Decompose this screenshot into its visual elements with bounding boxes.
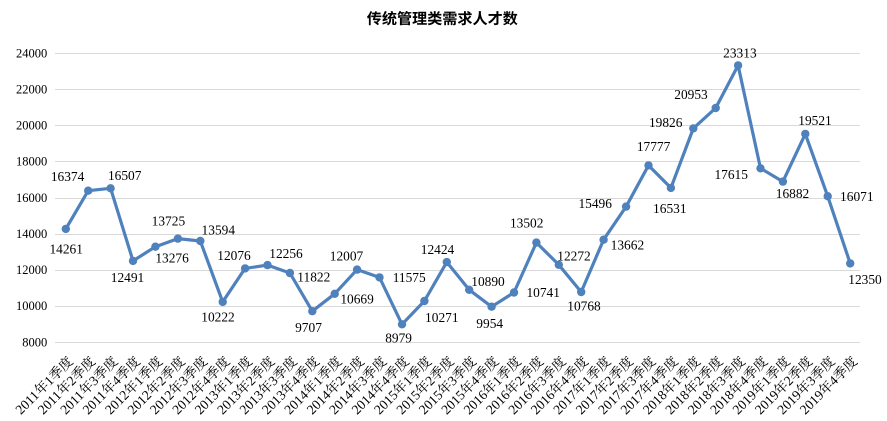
svg-text:9954: 9954 <box>476 316 503 331</box>
svg-text:12491: 12491 <box>111 270 144 285</box>
svg-text:13594: 13594 <box>202 223 236 238</box>
svg-text:16882: 16882 <box>776 186 809 201</box>
svg-text:16507: 16507 <box>108 168 142 183</box>
svg-text:20000: 20000 <box>16 119 47 133</box>
svg-text:14000: 14000 <box>16 227 47 241</box>
svg-text:23313: 23313 <box>723 45 757 60</box>
svg-text:19826: 19826 <box>649 115 683 130</box>
svg-text:12350: 12350 <box>848 272 882 287</box>
svg-text:15496: 15496 <box>578 196 612 211</box>
svg-text:12272: 12272 <box>557 249 590 264</box>
svg-text:10222: 10222 <box>201 309 234 324</box>
svg-text:17615: 17615 <box>714 167 748 182</box>
svg-text:10741: 10741 <box>526 285 559 300</box>
svg-text:13725: 13725 <box>152 214 186 229</box>
svg-text:10669: 10669 <box>340 292 374 307</box>
svg-text:13662: 13662 <box>611 238 644 253</box>
svg-text:16374: 16374 <box>51 169 85 184</box>
svg-text:16000: 16000 <box>16 191 47 205</box>
svg-text:22000: 22000 <box>16 82 47 96</box>
svg-text:20953: 20953 <box>674 87 708 102</box>
svg-text:16071: 16071 <box>840 189 873 204</box>
svg-text:8000: 8000 <box>22 335 47 349</box>
svg-text:16531: 16531 <box>653 201 686 216</box>
svg-text:18000: 18000 <box>16 155 47 169</box>
svg-text:10768: 10768 <box>567 299 601 314</box>
svg-text:13502: 13502 <box>510 216 543 231</box>
svg-text:13276: 13276 <box>155 250 189 265</box>
svg-text:12424: 12424 <box>421 242 455 257</box>
svg-text:10271: 10271 <box>425 310 458 325</box>
svg-text:24000: 24000 <box>16 46 47 60</box>
svg-text:12256: 12256 <box>269 246 303 261</box>
svg-text:10000: 10000 <box>16 299 47 313</box>
svg-text:12000: 12000 <box>16 263 47 277</box>
svg-text:14261: 14261 <box>49 242 82 257</box>
svg-text:9707: 9707 <box>295 320 322 335</box>
svg-text:8979: 8979 <box>385 331 412 346</box>
svg-text:12007: 12007 <box>330 249 364 264</box>
svg-text:11822: 11822 <box>297 269 330 284</box>
svg-text:17777: 17777 <box>637 139 671 154</box>
svg-text:12076: 12076 <box>217 248 251 263</box>
svg-text:10890: 10890 <box>471 274 505 289</box>
svg-text:19521: 19521 <box>798 113 831 128</box>
svg-text:11575: 11575 <box>393 270 426 285</box>
